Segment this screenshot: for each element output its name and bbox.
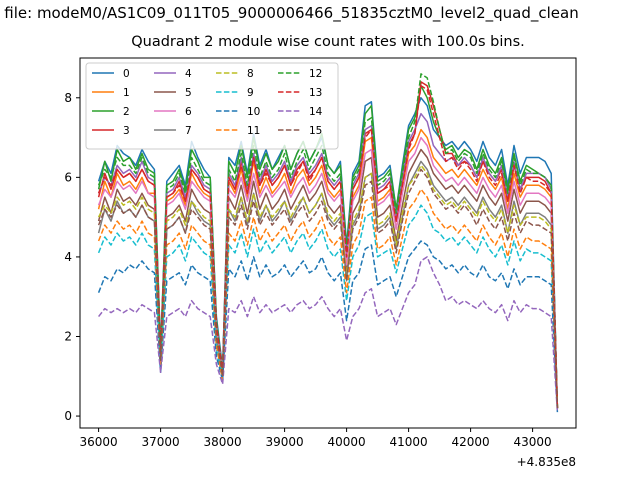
x-tick-label: 38000 (204, 435, 242, 449)
legend-label-14: 14 (309, 106, 323, 118)
legend-label-8: 8 (247, 68, 254, 80)
x-tick-label: 40000 (328, 435, 366, 449)
y-tick-label: 4 (64, 250, 72, 264)
y-tick-label: 2 (64, 329, 72, 343)
series-line-10 (97, 240, 559, 413)
figure-suptitle: n file: modeM0/AS1C09_011T05_9000006466_… (0, 4, 579, 22)
legend-label-2: 2 (123, 106, 130, 118)
x-tick-label: 41000 (390, 435, 428, 449)
series-line-2 (97, 85, 559, 409)
x-tick-label: 43000 (514, 435, 552, 449)
legend-label-0: 0 (123, 68, 130, 80)
x-tick-label: 37000 (142, 435, 180, 449)
legend-label-11: 11 (247, 125, 260, 137)
series-line-6 (97, 136, 559, 409)
x-tick-label: 42000 (452, 435, 490, 449)
x-tick-label: 39000 (266, 435, 304, 449)
chart-title: Quadrant 2 module wise count rates with … (131, 34, 525, 50)
legend-label-7: 7 (185, 125, 192, 137)
series-line-14 (98, 256, 559, 413)
legend-label-6: 6 (185, 106, 192, 118)
x-tick-label: 36000 (80, 435, 118, 449)
legend-label-12: 12 (309, 68, 322, 80)
plot-frame (79, 57, 577, 429)
series-line-1 (97, 128, 559, 409)
legend-label-10: 10 (247, 106, 260, 118)
series-line-15 (97, 168, 559, 409)
axis-layer: 36000 37000 38000 39000 40000 41000 42000 43000… (64, 91, 551, 449)
y-tick-label: 8 (64, 91, 72, 105)
series-line-11 (97, 188, 559, 409)
series-line-8 (97, 164, 559, 409)
legend-label-3: 3 (123, 125, 130, 137)
y-tick-label: 6 (64, 170, 72, 184)
x-offset-label: +4.835e8 (517, 455, 576, 469)
legend-label-1: 1 (123, 87, 130, 99)
series-layer (97, 73, 559, 413)
series-line-5 (97, 148, 559, 409)
series-line-4 (97, 112, 559, 409)
legend-box (85, 62, 339, 150)
y-tick-label: 0 (64, 409, 72, 423)
series-line-9 (97, 204, 559, 409)
legend-label-13: 13 (309, 87, 322, 99)
legend-label-9: 9 (247, 87, 254, 99)
legend-label-5: 5 (185, 87, 192, 99)
legend-label-15: 15 (309, 125, 322, 137)
legend-label-4: 4 (185, 68, 192, 80)
series-line-13 (97, 85, 559, 409)
series-line-12 (97, 73, 559, 409)
